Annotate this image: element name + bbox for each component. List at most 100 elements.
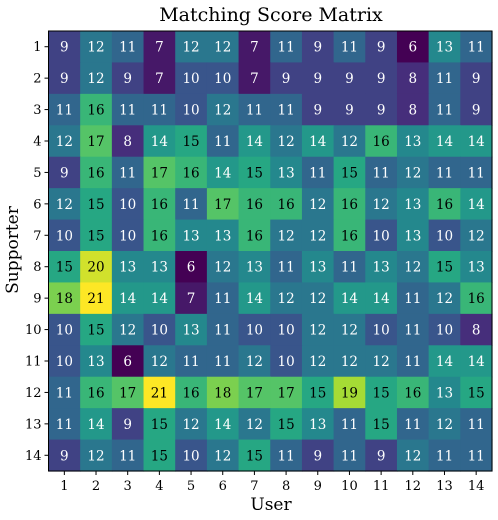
cell-value-label: 13 (309, 417, 326, 433)
heatmap-cell (238, 251, 271, 284)
heatmap-cell (143, 31, 176, 64)
cell-value-label: 13 (151, 260, 168, 276)
heatmap-cell (333, 376, 366, 409)
heatmap-cell (428, 62, 461, 95)
cell-value-label: 11 (468, 40, 485, 56)
heatmap-cell (428, 219, 461, 252)
cell-value-label: 9 (377, 103, 386, 119)
heatmap-cell (365, 219, 398, 252)
y-tick-label: 5 (33, 166, 41, 181)
heatmap-cell (206, 313, 240, 346)
heatmap-cell (111, 125, 145, 158)
heatmap-cell (365, 251, 398, 284)
cell-value-label: 10 (56, 323, 73, 339)
heatmap-cell (80, 188, 113, 221)
heatmap-cell (80, 439, 113, 472)
cell-value-label: 10 (119, 228, 136, 244)
heatmap-cell (270, 31, 303, 64)
cell-value-label: 10 (436, 228, 453, 244)
heatmap-cell (365, 376, 398, 409)
cell-value-label: 12 (436, 417, 453, 433)
heatmap-cell (428, 408, 461, 441)
heatmap-cell (143, 125, 176, 158)
cell-value-label: 11 (468, 448, 485, 464)
cell-value-label: 17 (214, 197, 231, 213)
heatmap-cell (143, 93, 176, 126)
cell-value-label: 13 (119, 260, 136, 276)
heatmap-cell (238, 62, 271, 95)
cell-value-label: 11 (277, 40, 294, 56)
cell-value-label: 10 (246, 323, 263, 339)
cell-value-label: 16 (341, 197, 358, 213)
heatmap-cell (460, 93, 493, 126)
cell-value-label: 11 (341, 448, 358, 464)
heatmap-cell (111, 282, 145, 315)
cell-value-label: 11 (214, 291, 231, 307)
cell-value-label: 8 (123, 134, 132, 150)
cell-value-label: 12 (341, 354, 358, 370)
cell-value-label: 16 (87, 165, 104, 181)
heatmap-cell (270, 93, 303, 126)
cell-value-label: 9 (282, 71, 291, 87)
heatmap-cell (270, 62, 303, 95)
cell-value-label: 17 (87, 134, 104, 150)
heatmap-cell (270, 345, 303, 378)
cell-value-label: 11 (182, 197, 199, 213)
heatmap-cell (143, 188, 176, 221)
heatmap-cell (175, 219, 208, 252)
heatmap-cell (365, 156, 398, 189)
cell-value-label: 14 (468, 197, 485, 213)
cell-value-label: 19 (341, 385, 358, 401)
cell-value-label: 12 (214, 40, 231, 56)
heatmap-cell (333, 93, 366, 126)
cell-value-label: 16 (87, 103, 104, 119)
x-axis-ticks: 1 2 3 4 5 6 7 8 9 10 11 12 13 14 (60, 471, 484, 494)
cell-value-label: 10 (182, 71, 199, 87)
heatmap-cell (301, 408, 335, 441)
heatmap-cell (301, 345, 335, 378)
cell-value-label: 18 (214, 385, 231, 401)
cell-value-label: 12 (182, 417, 199, 433)
heatmap-cell (270, 313, 303, 346)
heatmap-cell (80, 376, 113, 409)
cell-value-label: 13 (373, 260, 390, 276)
heatmap-cell (80, 408, 113, 441)
cell-value-label: 15 (182, 134, 199, 150)
cell-value-label: 15 (246, 448, 263, 464)
heatmap-cell (365, 188, 398, 221)
x-tick-label: 11 (373, 479, 390, 494)
heatmap-cell (80, 282, 113, 315)
cell-value-label: 13 (182, 228, 199, 244)
cell-value-label: 12 (214, 260, 231, 276)
heatmap-cell (333, 345, 366, 378)
x-tick-label: 8 (282, 479, 290, 494)
cell-value-label: 15 (87, 323, 104, 339)
heatmap-cell (80, 313, 113, 346)
cell-value-label: 12 (436, 291, 453, 307)
heatmap-cell (333, 188, 366, 221)
heatmap-cell (143, 313, 176, 346)
heatmap-cell (143, 439, 176, 472)
cell-value-label: 16 (246, 228, 263, 244)
heatmap-cell (143, 219, 176, 252)
cell-value-label: 12 (373, 354, 390, 370)
cell-value-label: 16 (436, 197, 453, 213)
heatmap-cell (48, 345, 81, 378)
heatmap-cell (143, 282, 176, 315)
x-tick-label: 5 (187, 479, 195, 494)
heatmap-cell (396, 251, 430, 284)
cell-value-label: 15 (87, 197, 104, 213)
heatmap-cell (333, 282, 366, 315)
heatmap-cell (428, 156, 461, 189)
heatmap-cell (301, 62, 335, 95)
heatmap-cell (270, 251, 303, 284)
heatmap-cell (428, 376, 461, 409)
cell-value-label: 9 (123, 417, 132, 433)
heatmap-cell (206, 125, 240, 158)
cell-value-label: 11 (277, 448, 294, 464)
heatmap-cell (175, 188, 208, 221)
heatmap-cell (270, 219, 303, 252)
heatmap-cell (111, 408, 145, 441)
heatmap-cell (111, 62, 145, 95)
